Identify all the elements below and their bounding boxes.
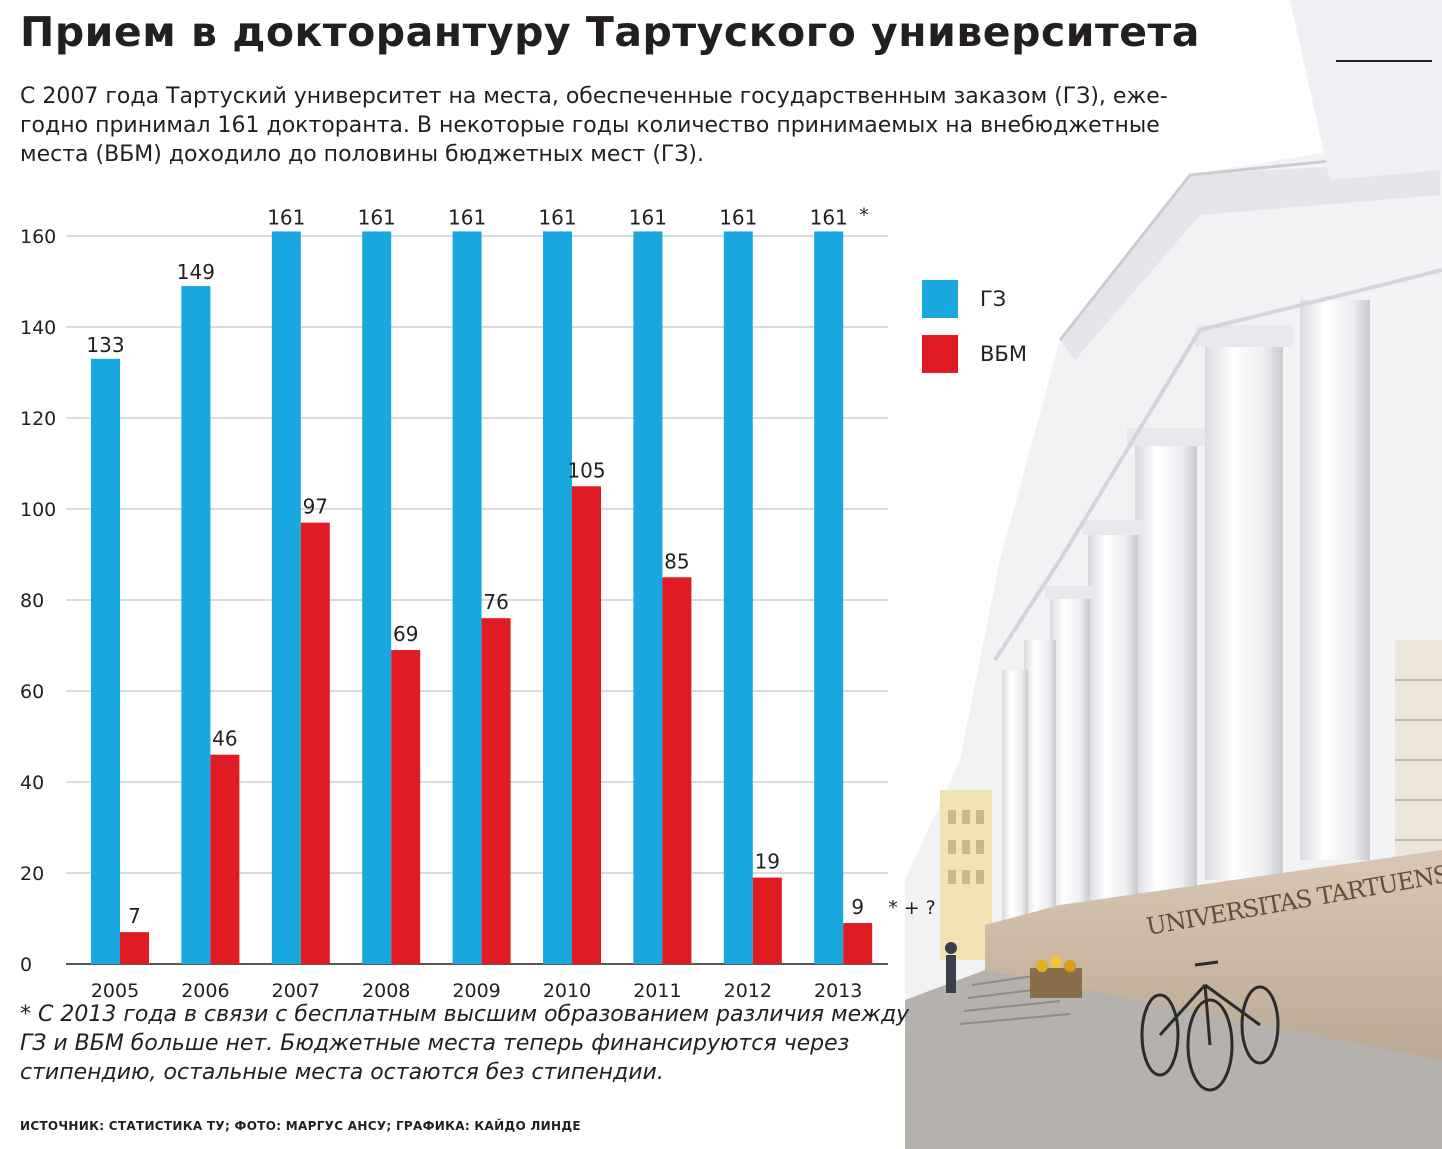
data-label-gz: 149 — [177, 260, 215, 284]
y-tick-label: 80 — [20, 590, 44, 612]
bar-vbm — [481, 618, 511, 964]
column — [1205, 340, 1283, 880]
bar-gz — [633, 231, 663, 964]
legend-item-gz: ГЗ — [922, 280, 1006, 318]
x-tick-label: 2013 — [814, 980, 862, 1002]
data-label-gz: 161 — [267, 205, 305, 229]
bar-gz — [181, 286, 211, 964]
x-tick-label: 2007 — [272, 980, 320, 1002]
bar-vbm — [300, 522, 330, 964]
y-tick-label: 100 — [20, 499, 56, 521]
bar-vbm — [572, 486, 601, 964]
page-title: Прием в докторантуру Тартуского универси… — [20, 8, 1200, 56]
x-tick-label: 2009 — [452, 980, 500, 1002]
y-tick-label: 140 — [20, 317, 56, 339]
lead-line: годно принимал 161 докторанта. В некотор… — [20, 113, 1160, 138]
lead-line: места (ВБМ) доходило до половины бюджетн… — [20, 142, 705, 167]
x-tick-label: 2012 — [724, 980, 772, 1002]
data-label-gz: 161 — [719, 205, 757, 229]
data-annotation: * + ? — [888, 897, 936, 919]
legend-item-vbm: ВБМ — [922, 335, 1027, 373]
data-label-vbm: 85 — [664, 549, 689, 573]
x-tick-label: 2006 — [181, 980, 229, 1002]
y-tick-label: 40 — [20, 772, 44, 794]
x-tick-label: 2008 — [362, 980, 410, 1002]
data-label-gz: 161 — [448, 205, 486, 229]
data-label-vbm: 19 — [755, 850, 780, 874]
data-label-vbm: 105 — [567, 458, 605, 482]
footnote: * С 2013 года в связи с бесплатным высши… — [20, 1000, 910, 1087]
data-label-gz: 161 — [538, 205, 576, 229]
data-label-gz: 161 — [810, 205, 848, 229]
y-tick-label: 20 — [20, 863, 44, 885]
data-label-vbm: 69 — [393, 622, 418, 646]
bar-vbm — [391, 650, 421, 964]
data-label-gz: 133 — [86, 333, 124, 357]
y-tick-label: 0 — [20, 954, 32, 976]
bar-gz — [452, 231, 482, 964]
y-tick-label: 60 — [20, 681, 44, 703]
bar-gz — [814, 231, 844, 964]
footnote-line: стипендию, остальные места остаются без … — [20, 1060, 664, 1085]
bar-vbm — [120, 932, 149, 964]
lead-line: С 2007 года Тартуский университет на мес… — [20, 84, 1168, 109]
legend-swatch-gz — [922, 280, 958, 318]
footnote-line: * С 2013 года в связи с бесплатным высши… — [20, 1002, 910, 1027]
x-tick-label: 2011 — [633, 980, 681, 1002]
source-credits: ИСТОЧНИК: СТАТИСТИКА ТУ; ФОТО: МАРГУС АН… — [20, 1119, 581, 1133]
bar-gz — [91, 358, 120, 965]
data-label-vbm: 46 — [212, 727, 237, 751]
bar-gz — [723, 231, 753, 964]
data-annotation: * — [859, 204, 869, 226]
legend-swatch-vbm — [922, 335, 958, 373]
legend-label-vbm: ВБМ — [980, 342, 1027, 366]
x-tick-label: 2005 — [91, 980, 139, 1002]
title-rule — [1336, 60, 1432, 62]
bar-vbm — [843, 923, 873, 964]
data-label-gz: 161 — [358, 205, 396, 229]
x-tick-label: 2010 — [543, 980, 591, 1002]
bar-gz — [362, 231, 392, 964]
bar-gz — [543, 231, 572, 964]
y-tick-label: 120 — [20, 408, 56, 430]
bar-vbm — [752, 877, 782, 964]
data-label-vbm: 7 — [128, 904, 141, 928]
data-label-gz: 161 — [629, 205, 667, 229]
data-label-vbm: 9 — [851, 895, 864, 919]
bar-gz — [271, 231, 301, 964]
bar-vbm — [210, 754, 240, 964]
y-tick-label: 160 — [20, 226, 56, 248]
data-label-vbm: 97 — [303, 495, 328, 519]
footnote-line: ГЗ и ВБМ больше нет. Бюджетные места теп… — [20, 1031, 850, 1056]
bar-vbm — [662, 577, 692, 964]
data-label-vbm: 76 — [483, 590, 508, 614]
lead-paragraph: С 2007 года Тартуский университет на мес… — [20, 82, 1320, 169]
legend-label-gz: ГЗ — [980, 287, 1007, 311]
